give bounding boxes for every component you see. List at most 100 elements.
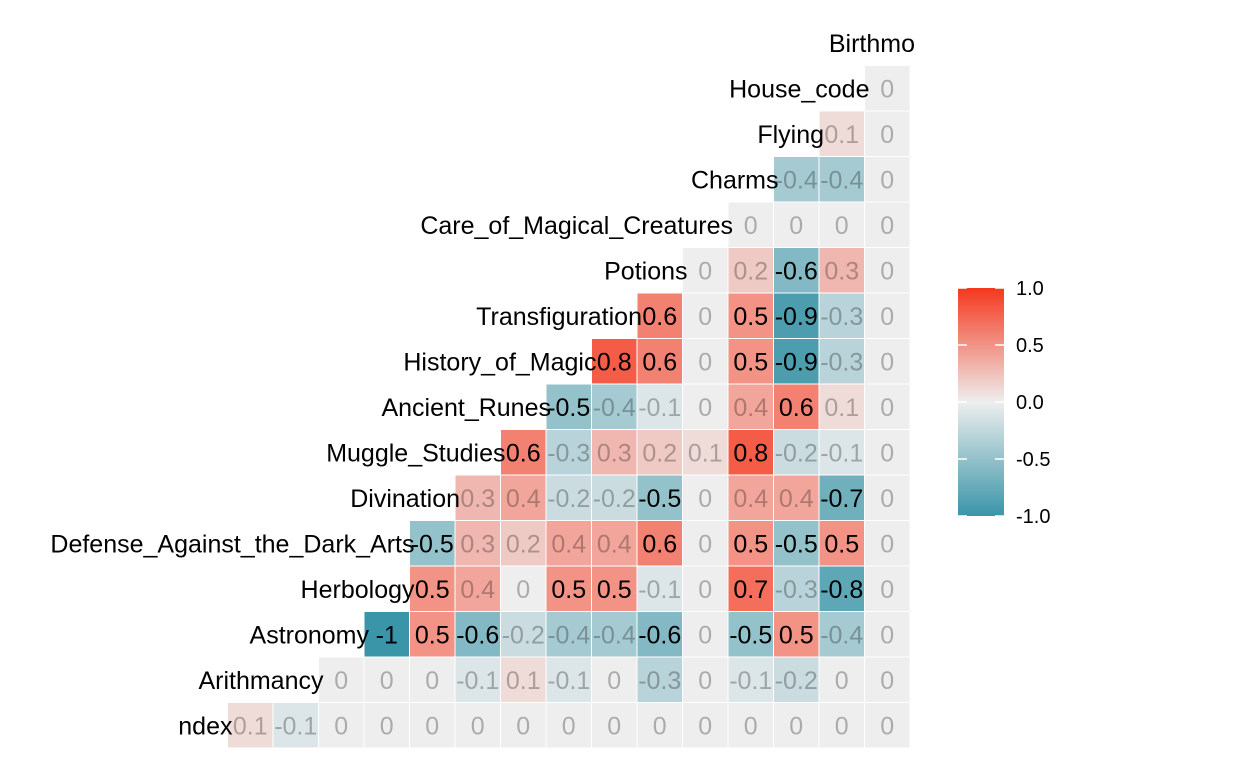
heatmap-cell xyxy=(864,702,911,749)
cell-value-label: -0.4 xyxy=(593,394,636,422)
variable-label: House_code xyxy=(729,75,869,103)
legend-tick-label: 1.0 xyxy=(1016,278,1044,300)
heatmap-cell xyxy=(818,383,865,430)
cell-value-label: 0.5 xyxy=(551,576,586,604)
cell-value-label: 0 xyxy=(880,212,894,240)
cell-value-label: 0 xyxy=(562,712,576,740)
variable-label: Herbology xyxy=(301,576,415,604)
cell-value-label: 0.6 xyxy=(642,303,677,331)
heatmap-cell xyxy=(363,656,410,703)
cell-value-label: -0.1 xyxy=(638,394,681,422)
heatmap-cell xyxy=(864,65,911,112)
cell-value-label: 0.8 xyxy=(733,439,768,467)
cell-value-label: 0 xyxy=(880,303,894,331)
cell-value-label: 0 xyxy=(880,667,894,695)
variable-label: Transfiguration xyxy=(476,303,642,331)
heatmap-cell xyxy=(454,565,501,612)
cell-value-label: -0.5 xyxy=(547,394,590,422)
cell-value-label: 0 xyxy=(880,530,894,558)
variable-label: History_of_Magic xyxy=(403,348,596,376)
cell-value-label: -0.5 xyxy=(411,530,454,558)
heatmap-cell xyxy=(682,611,729,658)
cell-value-label: 0.2 xyxy=(506,530,541,558)
cell-value-label: 0 xyxy=(880,348,894,376)
cell-value-label: -0.1 xyxy=(547,667,590,695)
heatmap-cell xyxy=(864,201,911,248)
cell-value-label: 0.6 xyxy=(642,348,677,376)
variable-labels: ndex Arithmancy Astronomy Herbology Defense_… xyxy=(50,30,915,741)
heatmap-cell xyxy=(864,110,911,157)
cell-value-label: 0 xyxy=(334,667,348,695)
heatmap-cell xyxy=(864,292,911,339)
heatmap-cell xyxy=(318,656,365,703)
cell-value-label: 0.6 xyxy=(642,530,677,558)
heatmap-cell xyxy=(591,474,638,521)
cell-value-label: 0 xyxy=(380,712,394,740)
cell-value-label: 0 xyxy=(653,712,667,740)
cell-value-label: 0 xyxy=(698,576,712,604)
heatmap-cell xyxy=(545,429,592,476)
heatmap-cell xyxy=(818,565,865,612)
cell-value-label: 0.3 xyxy=(824,257,859,285)
cell-value-label: 0 xyxy=(880,75,894,103)
cell-value-label: 0.4 xyxy=(779,485,814,513)
cell-value-label: 0 xyxy=(880,257,894,285)
heatmap-cell xyxy=(682,565,729,612)
heatmap-cell xyxy=(227,702,274,749)
cell-value-label: 0.5 xyxy=(415,621,450,649)
heatmap-cell xyxy=(636,429,683,476)
cell-value-label: 0.1 xyxy=(688,439,723,467)
cell-value-label: 0 xyxy=(789,712,803,740)
heatmap-cell xyxy=(363,611,410,658)
heatmap-cell xyxy=(864,429,911,476)
variable-label: Care_of_Magical_Creatures xyxy=(420,212,733,240)
cell-value-label: 0 xyxy=(516,576,530,604)
heatmap-cell xyxy=(818,520,865,567)
variable-label: Potions xyxy=(604,257,687,285)
heatmap-cell xyxy=(773,702,820,749)
variable-label: Defense_Against_the_Dark_Arts xyxy=(50,530,414,558)
legend-tick-label: -0.5 xyxy=(1016,449,1050,471)
heatmap-cell xyxy=(636,292,683,339)
cell-value-label: 0.1 xyxy=(233,712,268,740)
heatmap-cell xyxy=(773,474,820,521)
heatmap-cell xyxy=(682,338,729,385)
heatmap-cell xyxy=(682,292,729,339)
cell-value-label: 0 xyxy=(698,530,712,558)
heatmap-cell xyxy=(682,429,729,476)
heatmap-cells xyxy=(227,65,911,749)
heatmap-cell xyxy=(773,520,820,567)
heatmap-cell xyxy=(636,338,683,385)
heatmap-cell xyxy=(773,565,820,612)
heatmap-cell xyxy=(636,702,683,749)
cell-value-label: -0.4 xyxy=(820,166,863,194)
cell-value-label: 0 xyxy=(425,712,439,740)
heatmap-cell xyxy=(773,292,820,339)
heatmap-cell xyxy=(727,702,774,749)
cell-value-label: -0.8 xyxy=(820,576,863,604)
cell-value-label: 0.5 xyxy=(733,303,768,331)
heatmap-cell xyxy=(545,702,592,749)
heatmap-cell xyxy=(818,156,865,203)
cell-value-label: 0.1 xyxy=(824,394,859,422)
cell-value-label: 0 xyxy=(607,712,621,740)
heatmap-cell xyxy=(864,656,911,703)
cell-value-label: -0.1 xyxy=(274,712,317,740)
heatmap-cell xyxy=(591,429,638,476)
heatmap-cell xyxy=(591,611,638,658)
heatmap-cell xyxy=(682,474,729,521)
variable-label: Arithmancy xyxy=(198,667,324,695)
heatmap-cell xyxy=(773,611,820,658)
cell-value-label: 0 xyxy=(835,712,849,740)
cell-value-label: -0.5 xyxy=(729,621,772,649)
heatmap-cell xyxy=(727,338,774,385)
cell-value-label: -0.2 xyxy=(502,621,545,649)
heatmap-cell xyxy=(682,383,729,430)
heatmap-cell xyxy=(818,338,865,385)
variable-label: Divination xyxy=(350,485,460,513)
heatmap-cell xyxy=(773,156,820,203)
heatmap-cell xyxy=(773,429,820,476)
variable-label: Ancient_Runes xyxy=(381,394,551,422)
legend-tick-label: 0.5 xyxy=(1016,335,1044,357)
